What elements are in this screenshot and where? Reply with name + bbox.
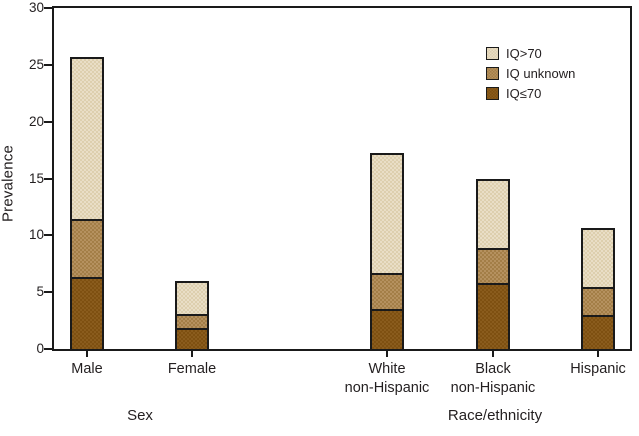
bar-segment-IQ unknown — [478, 248, 508, 283]
x-tick-mark — [86, 351, 88, 357]
x-group-label-race: Race/ethnicity — [447, 407, 543, 424]
legend-label: IQ unknown — [506, 65, 576, 81]
x-category-label: White non-Hispanic — [344, 361, 430, 396]
x-category-label: Male — [71, 361, 103, 377]
legend-item: IQ unknown — [486, 63, 575, 83]
y-tick-mark — [44, 120, 52, 123]
x-tick-mark — [191, 351, 193, 357]
legend: IQ>70 IQ unknown IQ≤70 — [486, 43, 575, 103]
y-tick-label: 30 — [28, 0, 44, 15]
x-category-label: Hispanic — [570, 361, 626, 377]
y-tick-label: 25 — [28, 56, 44, 72]
legend-item: IQ>70 — [486, 43, 575, 63]
bar-segment-IQ>70 — [177, 283, 207, 315]
bar-segment-IQ>70 — [72, 59, 102, 220]
y-tick-label: 10 — [28, 227, 44, 243]
y-tick-mark — [44, 7, 52, 9]
bar-male — [70, 57, 104, 351]
y-tick-label: 0 — [36, 341, 44, 356]
bar-female — [175, 281, 209, 351]
y-tick-label: 20 — [28, 113, 44, 129]
y-tick-mark — [44, 348, 52, 350]
bar-segment-IQ≤70 — [177, 327, 207, 349]
legend-label: IQ>70 — [506, 45, 542, 61]
y-tick-mark — [44, 234, 52, 237]
x-category-label: Female — [167, 361, 217, 377]
legend-label: IQ≤70 — [506, 85, 542, 101]
y-tick-mark — [44, 63, 52, 66]
bar-black-non-hispanic — [476, 178, 510, 351]
legend-swatch-iq-gt-70 — [486, 46, 499, 60]
bar-segment-IQ≤70 — [372, 309, 402, 349]
bar-segment-IQ>70 — [372, 154, 402, 273]
y-tick-mark — [44, 291, 52, 294]
x-group-label-sex: Sex — [127, 407, 153, 424]
bar-segment-IQ≤70 — [478, 282, 508, 349]
x-category-label: Black non-Hispanic — [450, 361, 536, 396]
bar-segment-IQ>70 — [583, 229, 613, 287]
bar-segment-IQ unknown — [583, 286, 613, 316]
x-tick-mark — [386, 351, 388, 357]
y-tick-mark — [44, 177, 52, 180]
bar-segment-IQ≤70 — [72, 277, 102, 349]
bar-hispanic — [581, 227, 615, 351]
legend-swatch-iq-unknown — [486, 66, 499, 80]
plot-area — [52, 6, 632, 351]
bar-segment-IQ≤70 — [583, 315, 613, 349]
bar-segment-IQ unknown — [177, 314, 207, 328]
x-tick-mark — [597, 351, 599, 357]
y-axis-title: Prevalence — [0, 144, 17, 223]
bar-segment-IQ unknown — [372, 272, 402, 310]
y-tick-label: 15 — [28, 170, 44, 186]
bar-segment-IQ unknown — [72, 219, 102, 278]
legend-swatch-iq-le-70 — [486, 86, 499, 100]
bar-white-non-hispanic — [370, 152, 404, 351]
x-tick-mark — [492, 351, 494, 357]
legend-item: IQ≤70 — [486, 83, 575, 103]
y-tick-label: 5 — [36, 284, 44, 300]
bar-segment-IQ>70 — [478, 180, 508, 249]
